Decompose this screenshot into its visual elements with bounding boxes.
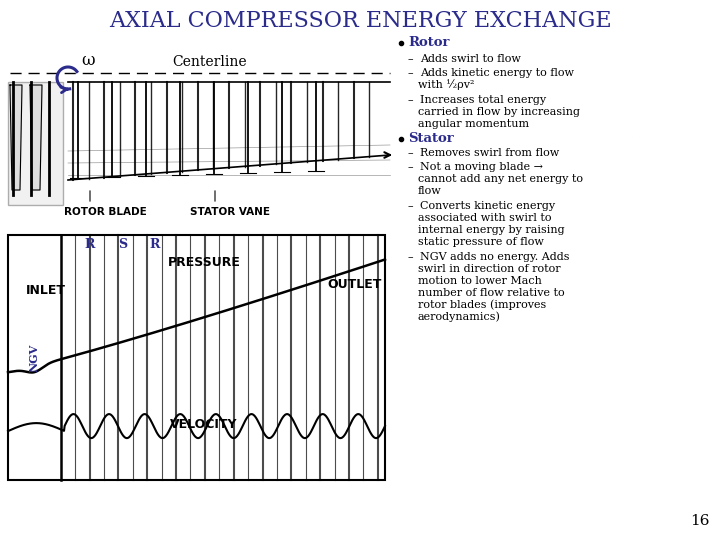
Text: Not a moving blade →: Not a moving blade → [420,162,543,172]
Polygon shape [30,85,42,190]
Text: –: – [408,148,413,158]
Text: R: R [150,239,160,252]
Text: –: – [408,95,413,105]
Text: R: R [85,239,95,252]
Bar [8,235,385,480]
Text: Rotor: Rotor [408,37,449,50]
Text: Converts kinetic energy: Converts kinetic energy [420,201,555,211]
Text: Adds kinetic energy to flow: Adds kinetic energy to flow [420,68,574,78]
Text: AXIAL COMPRESSOR ENERGY EXCHANGE: AXIAL COMPRESSOR ENERGY EXCHANGE [109,10,611,32]
Text: PRESSURE: PRESSURE [168,256,240,269]
Text: with ½ρv²: with ½ρv² [418,79,474,90]
Text: –: – [408,162,413,172]
Text: swirl in direction of rotor: swirl in direction of rotor [418,264,561,274]
Text: Centerline: Centerline [173,55,247,69]
Text: OUTLET: OUTLET [328,279,382,292]
Text: INLET: INLET [26,284,66,296]
Bar [8,82,63,205]
Text: –: – [408,68,413,78]
Text: aerodynamics): aerodynamics) [418,312,501,322]
Text: angular momentum: angular momentum [418,119,529,129]
Text: carried in flow by increasing: carried in flow by increasing [418,107,580,117]
Text: –: – [408,252,413,262]
Polygon shape [10,85,22,190]
Text: S: S [118,239,127,252]
Text: ω: ω [81,52,95,69]
Text: Stator: Stator [408,132,454,145]
Text: STATOR VANE: STATOR VANE [190,207,270,217]
Text: –: – [408,201,413,211]
Text: rotor blades (improves: rotor blades (improves [418,300,546,310]
Text: Increases total energy: Increases total energy [420,95,546,105]
Text: NGV: NGV [29,343,40,372]
Text: static pressure of flow: static pressure of flow [418,237,544,247]
Text: motion to lower Mach: motion to lower Mach [418,276,542,286]
Text: ROTOR BLADE: ROTOR BLADE [63,207,146,217]
Text: Removes swirl from flow: Removes swirl from flow [420,148,559,158]
Text: 16: 16 [690,514,710,528]
Text: cannot add any net energy to: cannot add any net energy to [418,174,583,184]
Text: –: – [408,54,413,64]
Text: number of flow relative to: number of flow relative to [418,288,564,298]
Text: internal energy by raising: internal energy by raising [418,225,564,235]
Text: NGV adds no energy. Adds: NGV adds no energy. Adds [420,252,570,262]
Text: VELOCITY: VELOCITY [171,418,238,431]
Text: Adds swirl to flow: Adds swirl to flow [420,54,521,64]
Text: flow: flow [418,186,442,196]
Text: associated with swirl to: associated with swirl to [418,213,552,223]
